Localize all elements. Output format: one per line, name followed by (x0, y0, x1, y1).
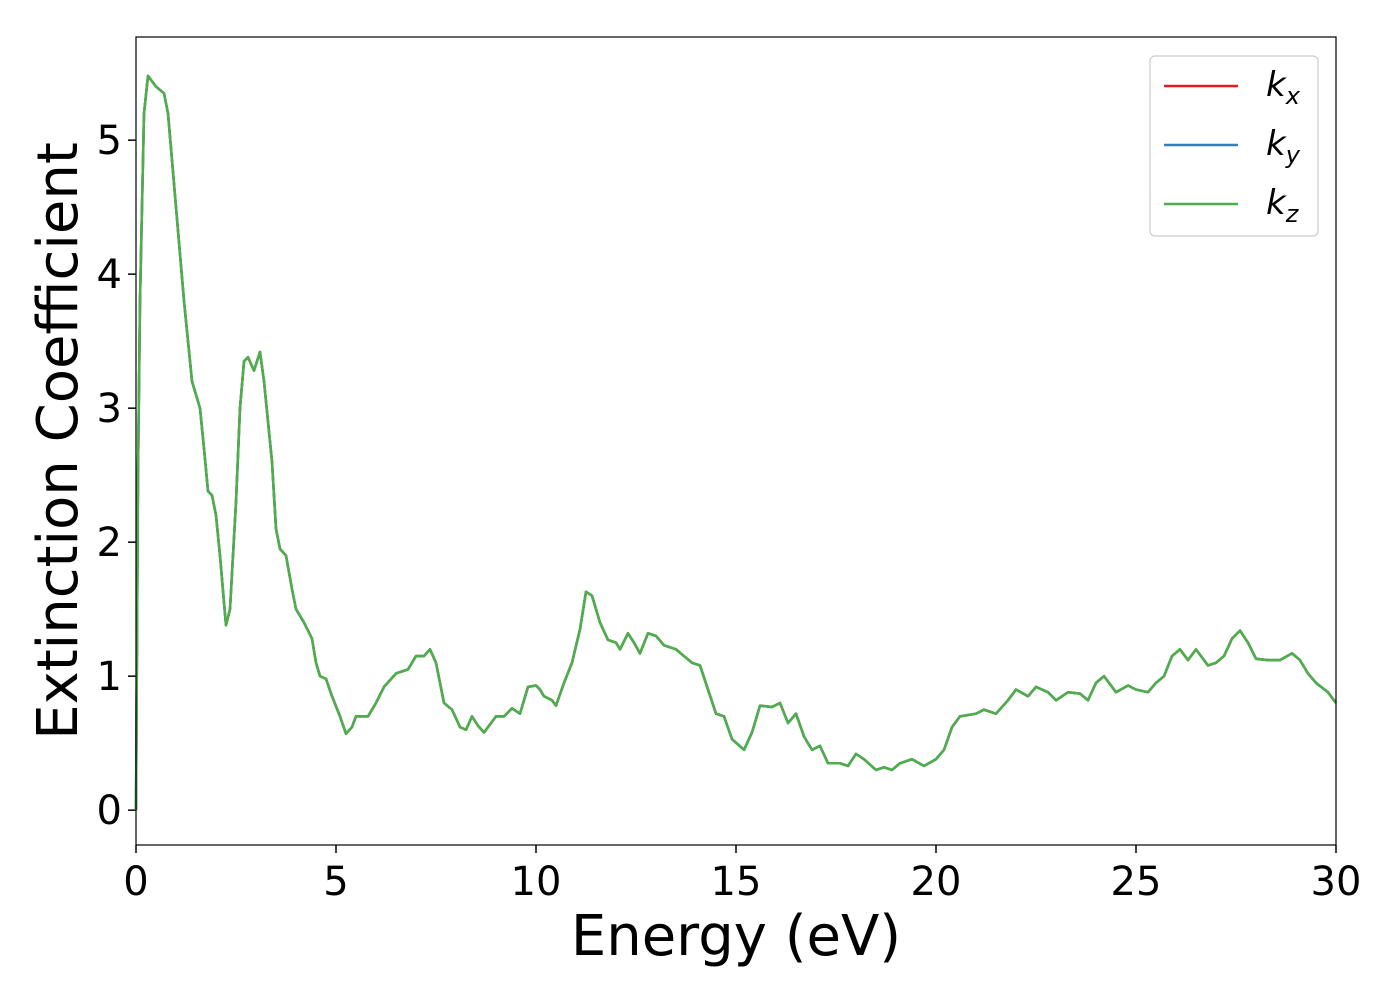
legend-label: kx (1266, 65, 1301, 110)
x-tick-label: 25 (1111, 859, 1162, 905)
y-tick-label: 0 (97, 788, 122, 834)
y-tick-label: 1 (97, 654, 122, 700)
y-tick-label: 4 (97, 252, 122, 298)
y-tick-label: 2 (97, 520, 122, 566)
x-tick-label: 15 (711, 859, 762, 905)
legend: kx ky kz (1149, 55, 1319, 237)
x-tick-label: 0 (123, 859, 148, 905)
line-series (134, 74, 1338, 811)
plot-frame (135, 36, 1337, 846)
x-tick-label: 5 (323, 859, 348, 905)
x-tick-label: 10 (511, 859, 562, 905)
legend-label: ky (1266, 124, 1301, 169)
x-tick-label: 30 (1311, 859, 1362, 905)
x-tick-label: 20 (911, 859, 962, 905)
y-axis-label: Extinction Coefficient (26, 142, 91, 740)
x-axis-label: Energy (eV) (571, 904, 901, 969)
y-tick-label: 3 (97, 386, 122, 432)
y-tick-label: 5 (97, 118, 122, 164)
legend-label: kz (1266, 183, 1300, 228)
